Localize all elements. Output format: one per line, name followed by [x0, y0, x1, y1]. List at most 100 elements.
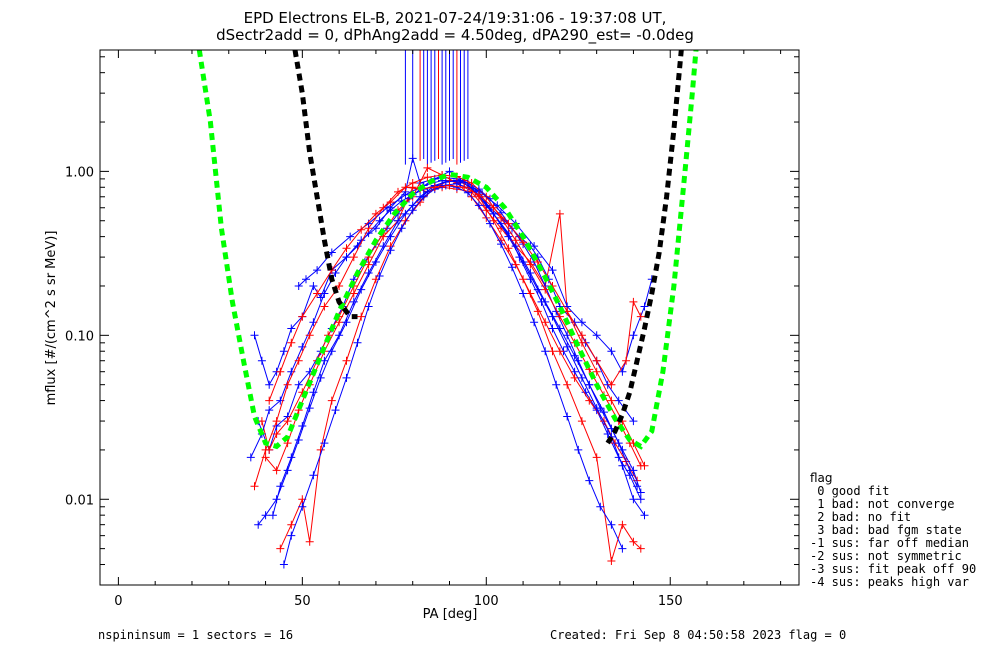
data-point: [320, 439, 329, 448]
data-point: [636, 312, 645, 321]
data-point: [592, 331, 601, 340]
data-point: [577, 318, 586, 327]
data-point: [287, 324, 296, 333]
data-point: [342, 253, 351, 262]
data-point: [636, 495, 645, 504]
data-point: [353, 242, 362, 251]
data-point: [335, 318, 344, 327]
data-point: [246, 453, 255, 462]
x-axis-label: PA [deg]: [423, 607, 478, 622]
data-point: [276, 544, 285, 553]
data-point: [408, 179, 417, 187]
x-axis-ticks: 0 50 100 150: [114, 50, 782, 609]
data-point: [408, 206, 417, 215]
data-point: [636, 544, 645, 553]
black-fit-curve-1: [292, 49, 358, 320]
legend-entry: -2 sus: not symmetric: [810, 549, 962, 563]
data-point: [574, 445, 583, 454]
data-point: [313, 266, 322, 275]
data-point: [607, 520, 616, 529]
data-point: [541, 318, 550, 327]
data-point: [257, 417, 266, 426]
data-point: [445, 181, 454, 190]
data-point: [489, 203, 498, 212]
data-point: [327, 396, 336, 405]
data-point: [283, 439, 292, 448]
data-point: [474, 190, 483, 199]
data-point: [533, 307, 542, 316]
series-line: [298, 179, 653, 373]
data-series: [246, 154, 656, 569]
data-point: [386, 198, 395, 207]
data-point: [254, 520, 263, 529]
data-point: [548, 324, 557, 333]
data-point: [607, 396, 616, 405]
y-tick-label: 0.01: [65, 493, 94, 508]
data-point: [416, 198, 425, 207]
legend-entry: 2 bad: no fit: [810, 510, 911, 524]
data-point: [305, 404, 314, 413]
data-point: [309, 388, 318, 397]
data-point: [618, 445, 627, 454]
green-fit-curve-0: [196, 49, 699, 450]
data-point: [279, 347, 288, 356]
data-point: [349, 289, 358, 298]
data-point: [640, 302, 649, 311]
data-point: [519, 275, 528, 284]
legend-entry: 1 bad: not converge: [810, 497, 955, 511]
black-fit-curve-2: [605, 49, 684, 445]
data-point: [272, 417, 281, 426]
data-point: [287, 531, 296, 540]
data-point: [375, 216, 384, 225]
series-line: [272, 183, 638, 516]
data-point: [463, 188, 472, 197]
x-tick-label: 100: [474, 594, 499, 609]
legend-entry: 0 good fit: [810, 484, 889, 498]
data-point: [563, 412, 572, 421]
series-line: [261, 167, 638, 481]
data-point: [555, 347, 564, 356]
data-point: [276, 367, 285, 376]
chart-title-line2: dSectr2add = 0, dPhAng2add = 4.50deg, dP…: [216, 26, 694, 45]
data-point: [629, 537, 638, 546]
data-point: [519, 289, 528, 298]
data-point: [371, 258, 380, 266]
series-9: [279, 181, 627, 569]
footer-right: Created: Fri Sep 8 04:50:58 2023 flag = …: [550, 628, 846, 642]
data-point: [497, 240, 505, 249]
legend: flag 0 good fit 1 bad: not converge 2 ba…: [810, 471, 976, 589]
data-point: [530, 242, 539, 251]
data-point: [533, 258, 542, 266]
data-point: [552, 307, 561, 316]
data-point: [419, 192, 428, 201]
data-point: [585, 476, 594, 485]
legend-entry: 3 bad: bad fgm state: [810, 523, 962, 537]
data-point: [636, 461, 645, 470]
data-point: [585, 380, 594, 389]
data-point: [530, 318, 539, 327]
data-point: [555, 312, 564, 321]
data-point: [283, 417, 292, 426]
data-point: [298, 312, 307, 321]
data-point: [541, 297, 550, 306]
legend-entry: -3 sus: fit peak off 90: [810, 562, 976, 576]
data-point: [614, 396, 623, 405]
data-point: [401, 216, 410, 225]
data-point: [302, 275, 310, 284]
data-point: [265, 406, 274, 415]
data-point: [320, 289, 329, 298]
data-point: [294, 436, 303, 444]
data-point: [636, 488, 645, 497]
fit-curves: [196, 49, 699, 450]
data-point: [592, 367, 601, 376]
series-7: [246, 176, 645, 497]
data-point: [342, 356, 351, 365]
data-point: [486, 219, 494, 228]
series-line: [268, 184, 642, 401]
data-point: [261, 445, 270, 454]
data-point: [607, 380, 616, 389]
data-point: [577, 373, 586, 382]
data-point: [430, 183, 439, 192]
data-point: [596, 502, 605, 511]
